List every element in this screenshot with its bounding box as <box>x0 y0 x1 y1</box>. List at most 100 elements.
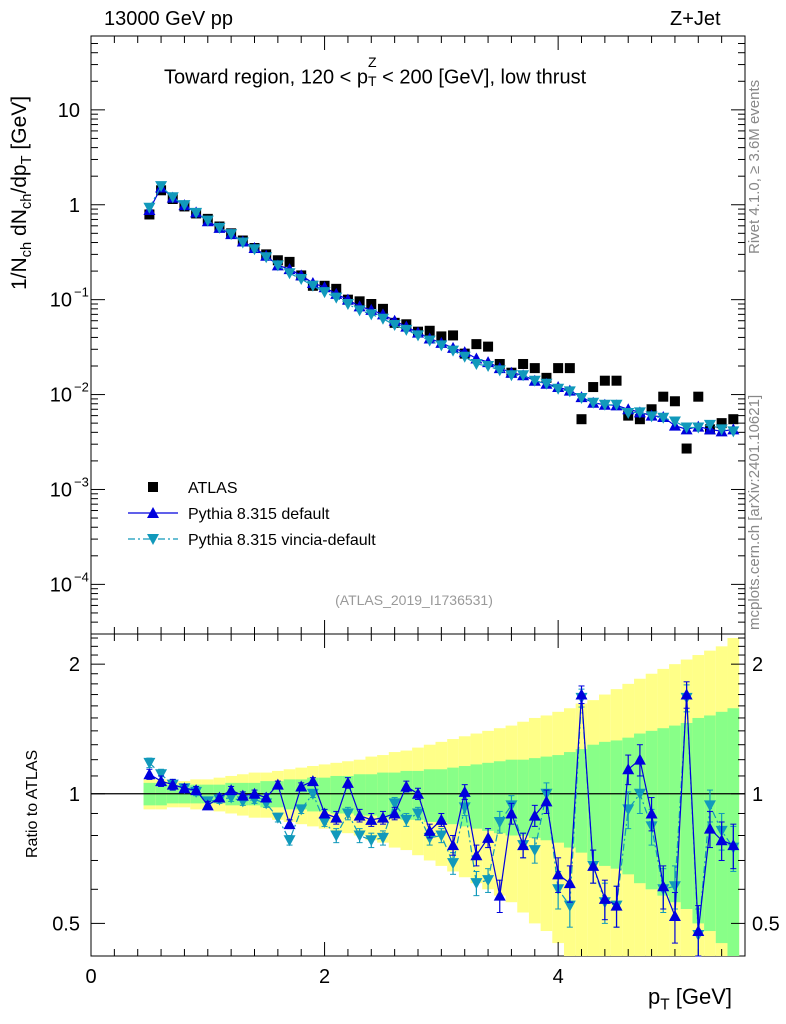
data-point <box>598 399 611 411</box>
ratio-point <box>668 910 681 922</box>
ratio-point <box>225 784 238 796</box>
data-point <box>669 396 680 407</box>
band-inner-bin <box>610 740 623 869</box>
data-point <box>236 237 249 249</box>
band-inner-bin <box>342 775 354 814</box>
xlabel-b: [GeV] <box>669 984 733 1009</box>
ratio-point <box>622 763 635 775</box>
data-point <box>610 399 623 411</box>
ratio-point <box>692 925 705 937</box>
band-inner-bin <box>669 725 681 903</box>
ratio-point <box>155 769 168 781</box>
ratio-point <box>376 832 389 844</box>
ratio-point <box>633 753 646 765</box>
ylabel-sub2: ch <box>19 193 36 210</box>
ratio-point <box>365 835 378 847</box>
data-point <box>330 292 343 304</box>
band-inner-bin <box>587 744 600 861</box>
ratio-point <box>587 859 600 871</box>
data-point <box>448 330 459 341</box>
ratio-point <box>435 813 448 825</box>
ratio-point <box>330 830 343 842</box>
band-inner-bin <box>353 774 366 816</box>
ratio-point <box>435 830 448 842</box>
band-inner-bin <box>435 769 448 822</box>
data-point <box>728 414 739 425</box>
legend-marker <box>147 507 159 518</box>
legend-marker <box>148 482 158 492</box>
data-point <box>248 244 261 256</box>
ratio-point <box>447 858 460 870</box>
legend: ATLAS Pythia 8.315 default Pythia 8.315 vi… <box>128 480 376 549</box>
band-inner-bin <box>517 759 529 836</box>
band-inner-bin <box>575 749 588 853</box>
data-point <box>703 419 716 431</box>
band-inner-bin <box>365 774 378 816</box>
ratio-point <box>178 782 191 794</box>
ratio-point <box>645 807 658 819</box>
band-inner-bin <box>388 772 401 818</box>
data-point <box>436 331 447 342</box>
y-tick-exponent: −1 <box>74 285 89 300</box>
data-point <box>727 426 740 438</box>
ratio-point <box>143 757 156 769</box>
x-tick-label: 2 <box>319 966 330 988</box>
data-point <box>423 335 436 347</box>
ratio-point <box>143 768 156 780</box>
data-point <box>668 416 681 428</box>
ratio-point <box>423 824 436 836</box>
ratio-point <box>715 834 728 846</box>
ratio-point <box>260 791 273 803</box>
ylabel-sub3: T <box>19 155 36 165</box>
ratio-point <box>470 878 483 890</box>
y-tick-label: 10 <box>58 100 80 122</box>
data-point <box>692 422 705 434</box>
ratio-point <box>633 788 646 800</box>
ratio-point <box>166 778 179 790</box>
data-point <box>483 341 494 352</box>
ratio-point <box>353 809 366 821</box>
data-point <box>471 339 482 350</box>
rivet-label: Rivet 4.1.0, ≥ 3.6M events <box>746 79 763 254</box>
data-point <box>412 330 424 342</box>
data-point <box>529 363 540 374</box>
ratio-point <box>470 849 483 861</box>
band-inner-bin <box>423 769 436 822</box>
y-tick-label: 10 <box>50 385 72 407</box>
ratio-point <box>365 813 378 825</box>
band-inner-bin <box>680 723 693 910</box>
ratio-point <box>190 784 203 796</box>
data-point <box>482 360 495 372</box>
x-axis-label: pT [GeV] <box>648 984 732 1014</box>
reference-analysis-label: (ATLAS_2019_I1736531) <box>335 592 493 608</box>
data-point <box>271 260 284 272</box>
band-inner-bin <box>599 741 611 866</box>
data-point <box>260 252 273 264</box>
data-point <box>633 407 646 419</box>
ratio-point <box>306 788 319 800</box>
ratio-point <box>283 835 296 847</box>
data-point <box>155 181 168 193</box>
data-point <box>400 324 413 336</box>
ratio-point <box>552 868 565 880</box>
y-tick-label: 10 <box>50 574 72 596</box>
legend-marker <box>147 534 159 545</box>
data-point <box>645 411 658 423</box>
ratio-point <box>505 807 518 819</box>
ratio-point <box>528 845 541 857</box>
data-point <box>505 370 518 382</box>
ratio-point <box>400 780 413 792</box>
ratio-point <box>563 900 576 912</box>
data-point <box>646 404 657 415</box>
data-point <box>553 363 564 374</box>
ratio-point <box>540 795 553 807</box>
data-point <box>166 192 179 204</box>
data-point <box>576 414 587 425</box>
ratio-point <box>283 818 296 830</box>
ratio-point <box>306 775 319 787</box>
data-point <box>435 340 448 352</box>
ratio-point <box>482 831 495 843</box>
title-sup: Z <box>368 54 377 70</box>
data-point <box>458 351 471 363</box>
